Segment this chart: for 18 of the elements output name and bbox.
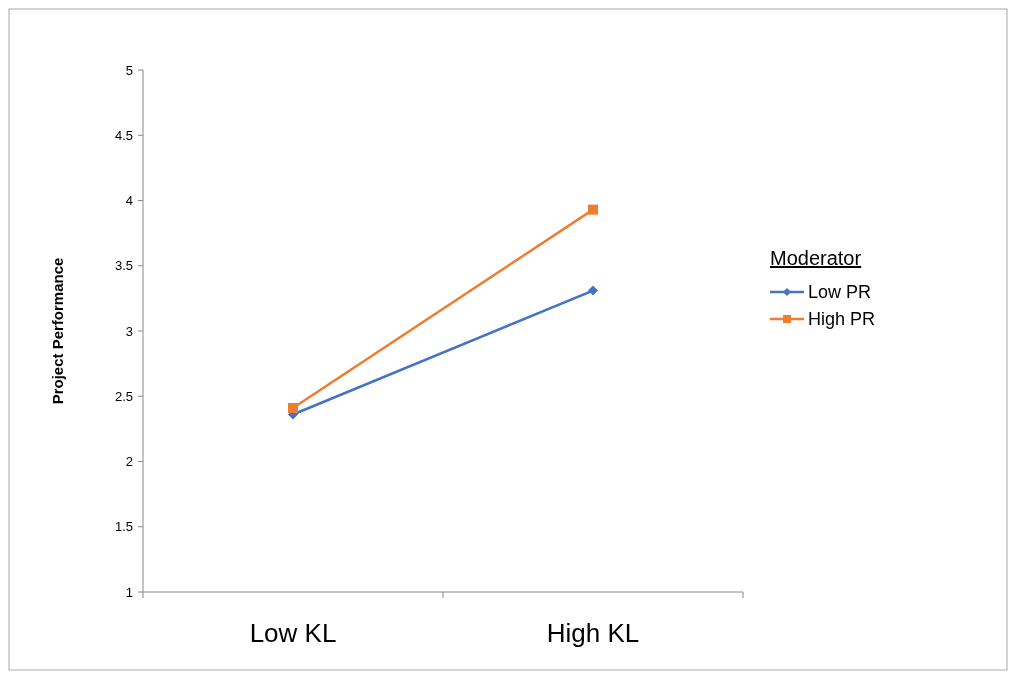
legend-label: Low PR	[808, 282, 872, 303]
x-tick-label: High KL	[546, 618, 640, 648]
y-tick-label: 4	[125, 193, 133, 209]
legend-label: High PR	[808, 309, 876, 330]
point	[588, 204, 598, 215]
y-tick-label: 3	[125, 323, 133, 339]
y-tick-label: 1	[125, 584, 133, 600]
y-tick-label: 1.5	[114, 519, 133, 535]
y-tick-label: 2	[125, 454, 133, 470]
legend-title: Moderator	[770, 247, 862, 269]
y-tick-label: 5	[125, 62, 133, 78]
x-tick-label: Low KL	[249, 618, 337, 648]
point	[288, 403, 298, 413]
y-axis-title: Project Performance	[49, 257, 66, 405]
point	[588, 285, 598, 296]
y-tick-label: 3.5	[114, 258, 133, 274]
y-tick-label: 2.5	[114, 388, 133, 404]
y-tick-label: 4.5	[114, 127, 133, 143]
